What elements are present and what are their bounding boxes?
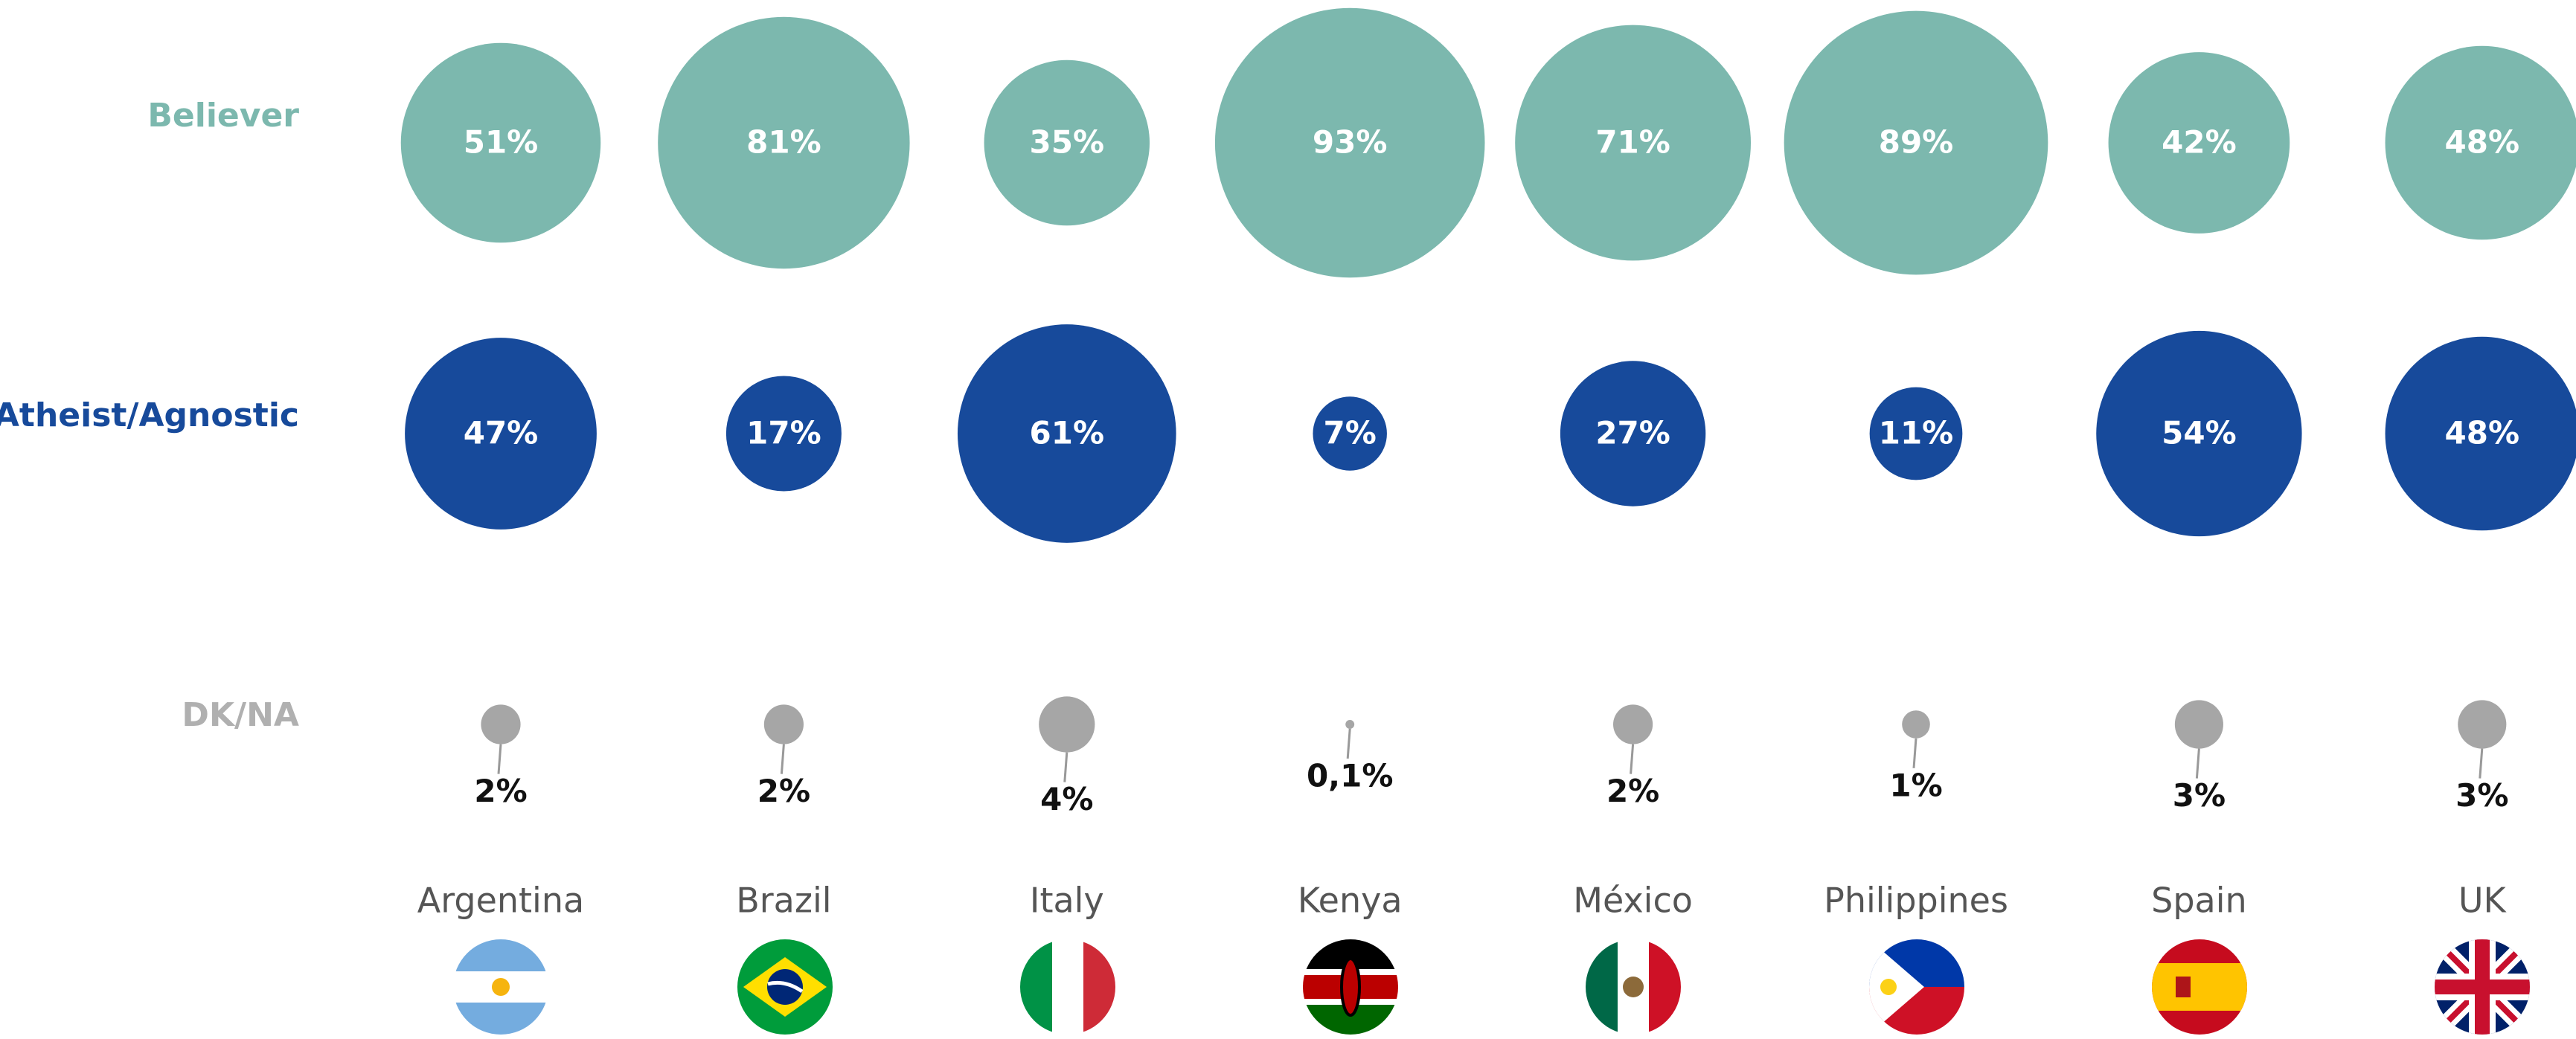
bubble — [984, 59, 1150, 226]
bubble — [2108, 52, 2290, 234]
bubble-label: 3% — [2173, 777, 2226, 814]
bubble-label: 47% — [464, 415, 539, 451]
bubble — [1515, 25, 1752, 261]
flags — [453, 939, 2530, 1035]
bubble — [1613, 704, 1653, 744]
bubble-label: 11% — [1879, 415, 1954, 451]
bubble-label: 27% — [1595, 415, 1670, 451]
bubble-label: 2% — [1606, 773, 1659, 809]
bubble — [1560, 361, 1706, 506]
bubble — [658, 16, 910, 269]
row-label: Believer — [147, 97, 299, 135]
bubble — [2385, 45, 2576, 240]
label-stem — [1630, 744, 1635, 774]
label-stem — [1063, 752, 1068, 782]
bubble-label: 3% — [2455, 777, 2508, 814]
bubble-label: 89% — [1879, 124, 1954, 161]
country-label: Philippines — [1824, 881, 2008, 921]
country-label: Argentina — [417, 881, 584, 921]
country-label: Italy — [1030, 881, 1104, 921]
bubble-label: 7% — [1324, 415, 1377, 451]
label-stem — [2195, 748, 2200, 779]
bubble — [2096, 330, 2302, 537]
label-stem — [1346, 728, 1351, 759]
flag-spain — [2152, 939, 2247, 1035]
flag-kenya — [1303, 939, 1398, 1035]
bubble — [405, 338, 597, 530]
bubble — [1214, 7, 1485, 278]
label-stem — [780, 744, 785, 774]
bubble-label: 48% — [2445, 415, 2520, 451]
bubble — [957, 324, 1176, 543]
country-label: México — [1573, 881, 1693, 921]
bubble-label: 54% — [2162, 415, 2237, 451]
bubble — [1869, 387, 1963, 480]
bubble — [1345, 720, 1355, 729]
flag-brazil — [737, 939, 833, 1035]
bubble — [1784, 10, 2048, 275]
country-label: UK — [2458, 881, 2508, 921]
bubble — [1313, 396, 1387, 471]
bubble-label: 51% — [464, 124, 539, 161]
country-label: Kenya — [1298, 881, 1403, 921]
country-label: Brazil — [736, 881, 831, 921]
bubble-label: 17% — [746, 415, 821, 451]
bubble-label: 2% — [757, 773, 810, 809]
bubble-label: 81% — [746, 124, 821, 161]
bubble-label: 48% — [2445, 124, 2520, 161]
bubble-label: 35% — [1030, 124, 1105, 161]
label-stem — [497, 744, 502, 774]
flag-argentina — [453, 939, 548, 1035]
flag-mexico — [1586, 939, 1681, 1035]
row-label: DK/NA — [182, 696, 299, 734]
country-label: Spain — [2151, 881, 2247, 921]
label-stem — [1912, 738, 1917, 768]
bubble-label: 4% — [1040, 781, 1093, 817]
bubble — [1039, 696, 1095, 753]
flag-uk — [2435, 939, 2530, 1035]
bubble-label: 1% — [1889, 767, 1942, 803]
bubble-label: 2% — [474, 773, 527, 809]
bubble — [2174, 700, 2223, 749]
label-stem — [2479, 748, 2484, 779]
bubble — [400, 42, 601, 243]
flag-philippines — [1869, 939, 1964, 1035]
bubble — [2458, 700, 2507, 749]
bubble-label: 93% — [1313, 124, 1388, 161]
bubble — [763, 704, 804, 744]
bubble-label: 61% — [1030, 415, 1105, 451]
bubble — [481, 704, 521, 744]
bubble — [725, 376, 842, 492]
bubble-label: 42% — [2162, 124, 2237, 161]
flag-italy — [1020, 939, 1115, 1035]
bubble — [2385, 336, 2576, 531]
bubble-label: 0,1% — [1307, 757, 1393, 794]
bubble — [1902, 710, 1930, 739]
row-label: Atheist/Agnostic — [0, 396, 299, 434]
bubble-label: 71% — [1595, 124, 1670, 161]
